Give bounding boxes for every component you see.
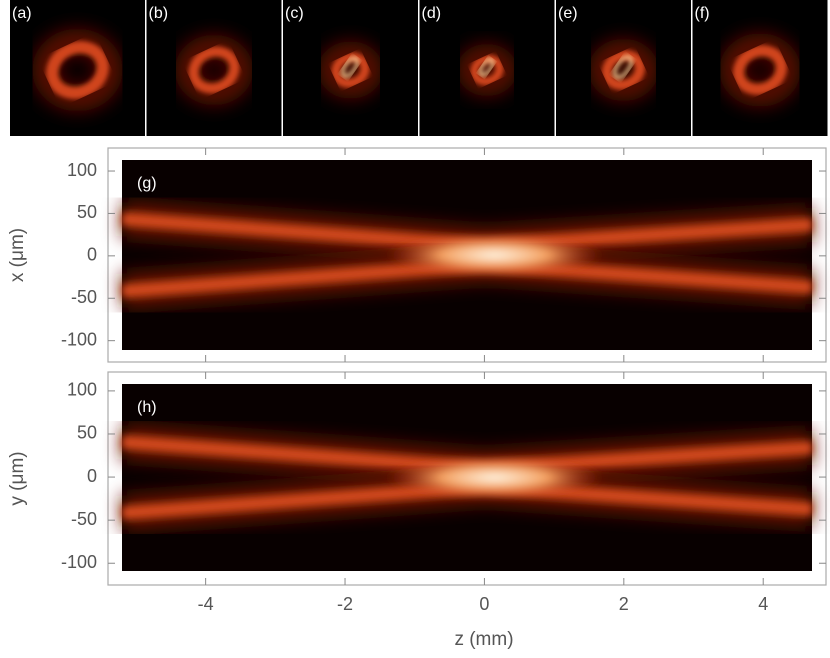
ring-body [188, 46, 240, 94]
x-tick-label: -2 [337, 594, 353, 614]
beam [120, 425, 814, 530]
y-tick-label: -50 [71, 509, 97, 529]
ring [588, 39, 659, 101]
beam-waist [384, 233, 605, 277]
x-tick-label: 2 [619, 594, 629, 614]
plot-frame [107, 147, 827, 363]
ring-hot [478, 57, 495, 77]
inset-image [692, 0, 828, 136]
panel-label: (g) [137, 175, 157, 192]
inset-label: (c) [285, 5, 304, 22]
inset-image [10, 0, 145, 136]
ring [719, 33, 801, 107]
inset-label: (e) [558, 5, 578, 22]
inset-image [283, 0, 418, 136]
x-tick-label: 4 [758, 594, 768, 614]
ring-hot [341, 56, 359, 78]
inset-label: (a) [12, 5, 32, 22]
y-tick-label: 100 [67, 380, 97, 400]
inset-image [419, 0, 555, 136]
inset-label: (f) [695, 5, 710, 22]
ring-hot [613, 55, 633, 80]
ring-body [331, 52, 370, 88]
ring-body [733, 45, 787, 95]
y-tick-label: 0 [87, 245, 97, 265]
y-tick-label: 0 [87, 466, 97, 486]
inset-label: (b) [149, 5, 169, 22]
y-tick-label: 100 [67, 160, 97, 180]
beam-waist [384, 455, 605, 500]
plot-frame [107, 371, 827, 586]
x-axis-label: z (mm) [454, 629, 513, 650]
ring [318, 41, 383, 99]
x-tick-label: 0 [479, 594, 489, 614]
y-tick-label: -50 [71, 287, 97, 307]
y-tick-label: 50 [77, 423, 97, 443]
y-tick-label: -100 [61, 552, 97, 572]
x-tick-label: -4 [198, 594, 214, 614]
inset-image [556, 0, 691, 136]
ring [175, 35, 253, 105]
beam [120, 201, 814, 309]
y-tick-label: 50 [77, 202, 97, 222]
ring-body [601, 50, 646, 90]
inset-label: (d) [422, 5, 442, 22]
ring [457, 44, 517, 96]
y-tick-label: -100 [61, 329, 97, 349]
panel-label: (h) [137, 399, 157, 416]
y-axis-label: y (μm) [7, 451, 28, 505]
ring-body [46, 41, 109, 99]
ring-body [470, 54, 504, 86]
ring [32, 29, 123, 111]
inset-image [146, 0, 282, 136]
y-axis-label: x (μm) [7, 228, 28, 282]
